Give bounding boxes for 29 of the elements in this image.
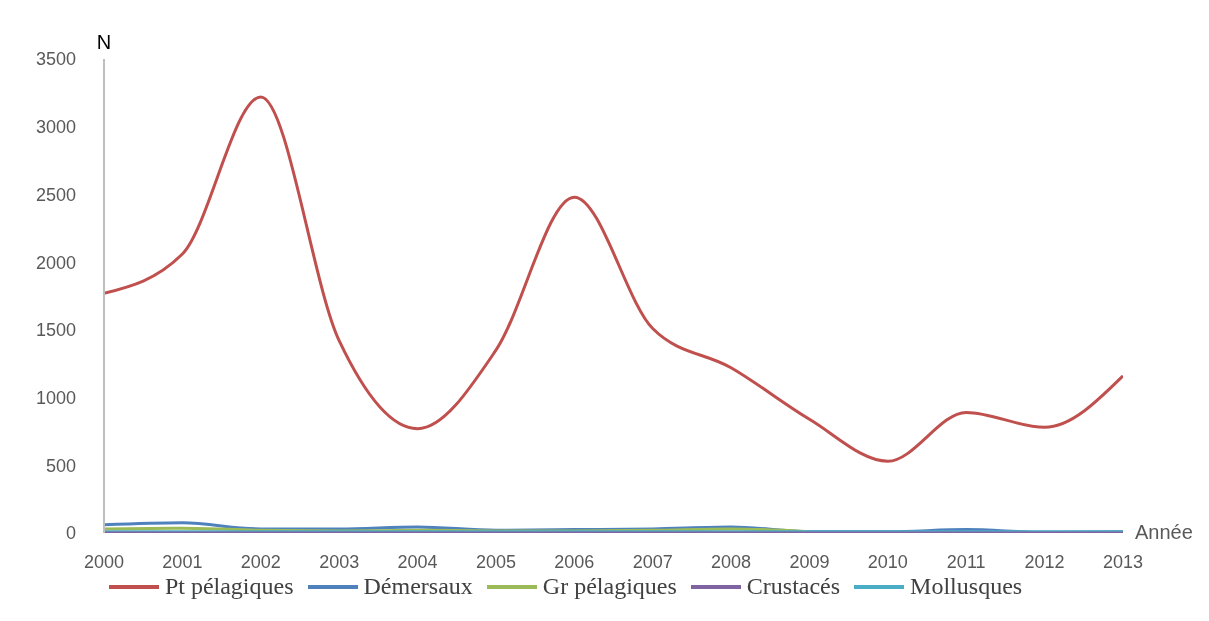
y-tick-label: 2500	[35, 184, 76, 205]
x-tick-label: 2004	[397, 551, 438, 572]
y-tick-label: 0	[65, 523, 76, 544]
x-tick-label: 2010	[867, 551, 908, 572]
x-tick-label: 2012	[1024, 551, 1065, 572]
x-tick-label: 2007	[632, 551, 673, 572]
x-tick-label: 2006	[554, 551, 595, 572]
y-tick-label: 3000	[35, 117, 76, 138]
x-tick-label: 2000	[83, 551, 125, 572]
x-tick-label: 2011	[946, 551, 986, 572]
x-tick-label: 2003	[319, 551, 360, 572]
legend-label: Mollusques	[910, 573, 1023, 600]
x-axis-title: Année	[1135, 521, 1193, 543]
legend-label: Gr pélagiques	[542, 573, 677, 600]
y-tick-label: 1000	[35, 387, 76, 408]
x-tick-label: 2005	[475, 551, 516, 572]
legend-label: Pt pélagiques	[164, 573, 294, 600]
y-tick-label: 1500	[35, 320, 76, 341]
y-axis-title: N	[96, 31, 112, 53]
x-tick-label: 2013	[1102, 551, 1144, 572]
legend-label: Crustacés	[746, 573, 841, 600]
x-tick-label: 2009	[789, 551, 830, 572]
x-tick-label: 2001	[162, 551, 203, 572]
x-tick-label: 2008	[711, 551, 752, 572]
y-tick-label: 3500	[35, 49, 76, 70]
x-tick-label: 2002	[240, 551, 281, 572]
y-tick-label: 2000	[35, 252, 76, 273]
y-tick-label: 500	[45, 455, 76, 476]
legend-label: Démersaux	[363, 573, 473, 600]
